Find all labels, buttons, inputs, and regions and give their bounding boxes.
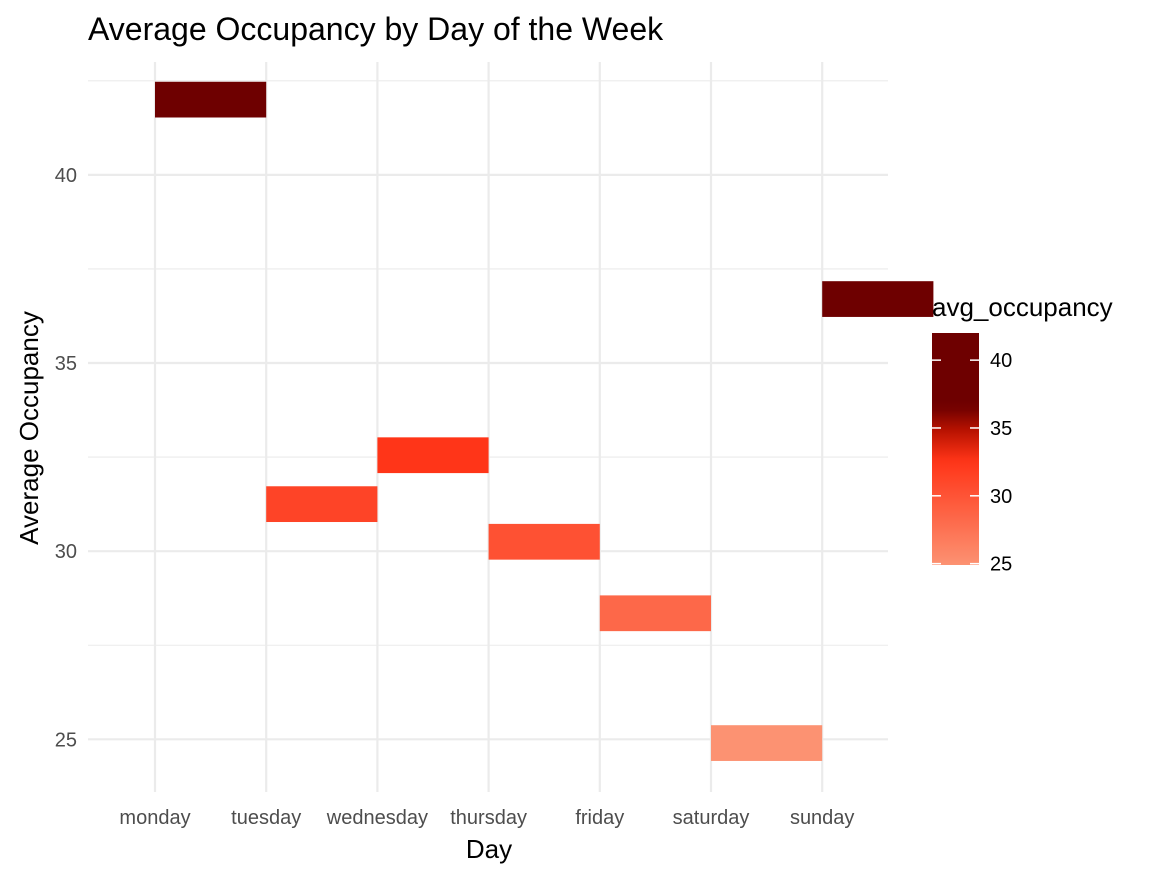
legend-colorbar [932, 333, 979, 565]
y-tick-label: 35 [55, 353, 77, 375]
legend-tick-label: 40 [990, 350, 1012, 372]
x-tick-label: tuesday [231, 807, 301, 829]
chart-title: Average Occupancy by Day of the Week [88, 11, 664, 47]
y-tick-label: 25 [55, 729, 77, 751]
legend-ticks: 25 30 35 40 [932, 350, 1012, 576]
plot-grid [88, 62, 888, 792]
x-tick-label: wednesday [326, 807, 428, 829]
legend-tick-label: 35 [990, 418, 1012, 440]
x-tick-label: thursday [450, 807, 527, 829]
y-tick-label: 30 [55, 541, 77, 563]
y-tick-label: 40 [55, 165, 77, 187]
tile-sunday [822, 281, 934, 317]
tile-friday [599, 595, 711, 632]
y-axis-title: Average Occupancy [14, 311, 44, 545]
x-tick-label: sunday [790, 807, 855, 829]
tile-wednesday [377, 437, 489, 474]
x-tick-label: friday [575, 807, 624, 829]
tile-thursday [488, 523, 600, 560]
legend-title: avg_occupancy [932, 292, 1113, 322]
legend-tick-label: 30 [990, 486, 1012, 508]
x-tick-label: saturday [673, 807, 750, 829]
y-axis-ticks: 25 30 35 40 [55, 165, 77, 751]
tile-monday [155, 81, 267, 118]
legend: avg_occupancy 25 30 35 40 [932, 292, 1113, 576]
legend-tick-label: 25 [990, 554, 1012, 576]
tile-saturday [711, 725, 823, 761]
x-tick-label: monday [119, 807, 190, 829]
tiles [155, 81, 934, 761]
x-axis-title: Day [466, 834, 512, 864]
x-axis-ticks: monday tuesday wednesday thursday friday satu… [119, 807, 854, 829]
tile-tuesday [266, 486, 378, 523]
